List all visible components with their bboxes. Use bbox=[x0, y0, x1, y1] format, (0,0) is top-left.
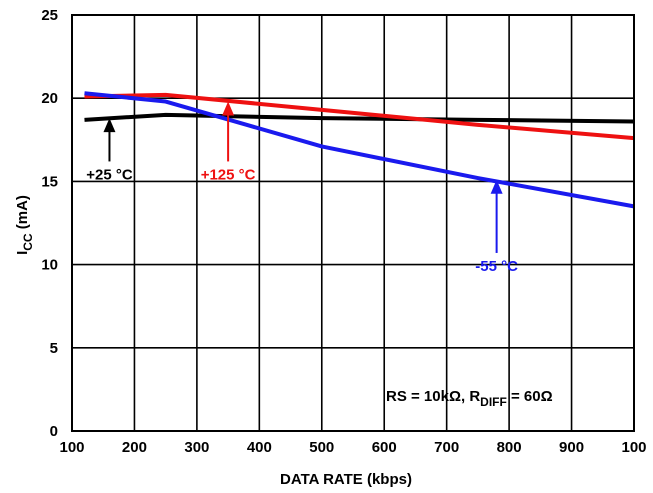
x-tick-label: 500 bbox=[309, 439, 334, 456]
series-line-125c bbox=[84, 92, 635, 141]
x-tick-label: 700 bbox=[434, 439, 459, 456]
annotation-arrow-head bbox=[490, 179, 503, 194]
conditions-note-b: = 60Ω bbox=[507, 388, 553, 405]
y-tick-label: 25 bbox=[41, 7, 58, 24]
conditions-note-sub: DIFF bbox=[480, 395, 507, 409]
y-tick-label: 20 bbox=[41, 90, 58, 107]
annotations: +25 °C +125 °C -55 °C bbox=[86, 101, 518, 275]
grid-lines bbox=[71, 14, 635, 432]
y-axis-title: ICC (mA) bbox=[14, 195, 35, 255]
x-tick-label: 600 bbox=[372, 439, 397, 456]
x-tick-label: 900 bbox=[559, 439, 584, 456]
y-axis-title-sub: CC bbox=[21, 233, 35, 251]
series-lines bbox=[84, 91, 635, 209]
x-tick-label: 300 bbox=[184, 439, 209, 456]
y-tick-label: 15 bbox=[41, 173, 58, 190]
annotation-label: -55 °C bbox=[475, 258, 518, 275]
x-tick-label: 200 bbox=[122, 439, 147, 456]
x-axis-title: DATA RATE (kbps) bbox=[280, 471, 412, 488]
conditions-note-a: RS = 10kΩ, R bbox=[386, 388, 480, 405]
annotation-arrow-head bbox=[222, 101, 235, 116]
annotation-arrow-head bbox=[103, 118, 116, 133]
y-axis-title-main: I bbox=[14, 251, 31, 255]
conditions-note: RS = 10kΩ, RDIFF = 60Ω bbox=[386, 388, 553, 409]
y-axis-title-rest: (mA) bbox=[14, 195, 31, 233]
annotation-label: +125 °C bbox=[201, 166, 256, 183]
annotation-label: +25 °C bbox=[86, 166, 133, 183]
x-tick-label: 100 bbox=[59, 439, 84, 456]
series-line-25c bbox=[84, 112, 635, 124]
x-tick-labels: 100 200 300 400 500 600 700 800 900 100 bbox=[59, 439, 646, 456]
x-tick-label: 800 bbox=[497, 439, 522, 456]
y-tick-label: 5 bbox=[50, 340, 58, 357]
y-tick-label: 0 bbox=[50, 423, 58, 440]
x-tick-label: 400 bbox=[247, 439, 272, 456]
x-tick-label: 100 bbox=[621, 439, 646, 456]
y-tick-labels: 0 5 10 15 20 25 bbox=[41, 7, 58, 440]
plot-frame bbox=[71, 14, 635, 432]
series-line-55c bbox=[84, 91, 635, 209]
y-tick-label: 10 bbox=[41, 257, 58, 274]
